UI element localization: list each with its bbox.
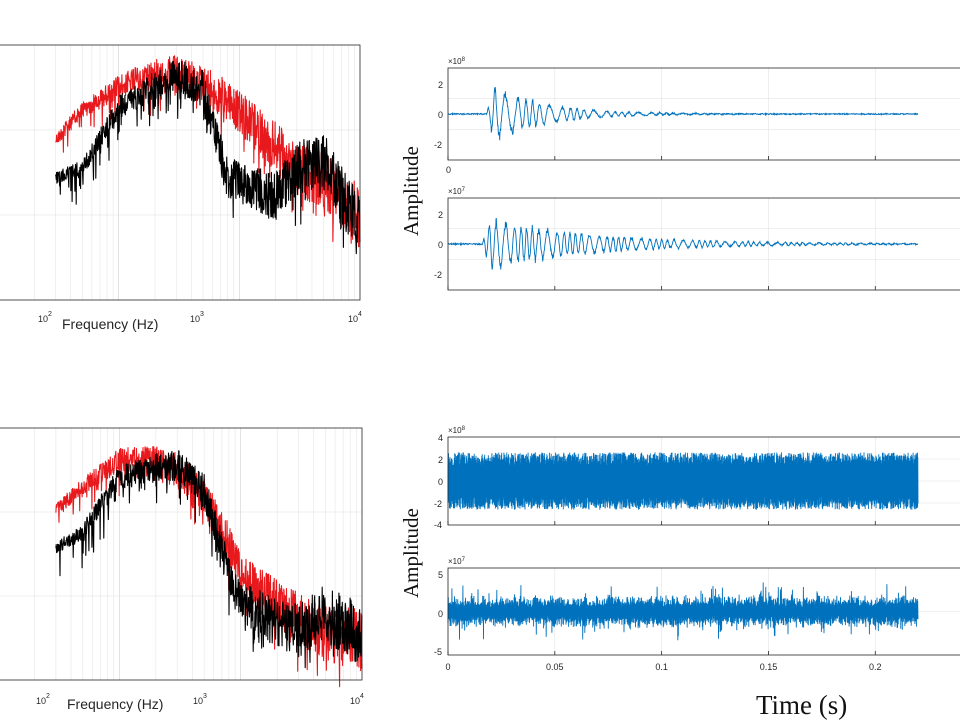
signal-bottom-2-multiplier: ×107: [448, 557, 466, 566]
signal-bottom-1-ytick-2: 2: [438, 455, 443, 465]
signal-bottom-1-ytick-4: -2: [434, 499, 442, 509]
signal-bottom-2-ytick-2: 0: [438, 609, 443, 619]
signal-top-2-trace: [447, 217, 919, 270]
amplitude-top-label: Amplitude: [399, 146, 423, 236]
signal-top-2-multiplier: ×107: [448, 187, 466, 196]
signal-top-1-ytick-2: 0: [438, 110, 443, 120]
signal-top-1-trace: [447, 87, 919, 141]
spectrum-top-xtick-2: 103: [190, 311, 204, 324]
spectrum-bottom-series-red: [55, 446, 363, 688]
spectrum-top-traces: [55, 55, 361, 255]
spectrum-bottom-panel: 102 103 104 Frequency (Hz): [0, 427, 364, 712]
spectrum-bottom-series-black: [55, 450, 363, 669]
signals-top-panel: Amplitude ×108 2 0 -2 0 ×107 2 0 -2: [399, 57, 960, 291]
spectrum-bottom-traces: [55, 446, 363, 688]
signal-bottom-2-xtick-label: 0: [445, 662, 450, 672]
spectrum-top-panel: 102 103 104 Frequency (Hz): [0, 44, 362, 332]
signal-bottom-2-xtick-label: 0.05: [546, 662, 564, 672]
spectrum-bottom-frame: [0, 427, 363, 681]
signal-top-1-xtick-1: 0: [446, 165, 451, 175]
signal-bottom-1-frame: [447, 436, 960, 526]
signal-top-2-ytick-3: -2: [434, 270, 442, 280]
spectrum-top-xtick-1: 102: [38, 311, 52, 324]
spectrum-top-xlabel: Frequency (Hz): [62, 316, 158, 332]
amplitude-bottom-label: Amplitude: [399, 508, 423, 598]
signal-top-1-ytick-1: 2: [438, 80, 443, 90]
signal-top-2-frame: [447, 197, 960, 291]
signal-bottom-2-trace: [447, 582, 919, 641]
signal-bottom-2-ytick-1: 5: [438, 570, 443, 580]
signal-top-1-multiplier: ×108: [448, 57, 466, 66]
signal-top-1-frame: [447, 67, 960, 161]
signal-bottom-1-ytick-5: -4: [434, 520, 442, 530]
signal-bottom-2-xtick-label: 0.2: [869, 662, 882, 672]
spectrum-top-series-black: [55, 60, 361, 255]
signal-bottom-2-xticks: 0 0.05 0.1 0.15 0.2: [445, 662, 881, 672]
signal-bottom-2-frame: [447, 567, 960, 656]
signal-bottom-1-trace: [447, 452, 919, 510]
signal-bottom-1-multiplier: ×108: [448, 426, 466, 435]
signal-bottom-2-xtick-label: 0.15: [760, 662, 778, 672]
spectrum-top-frame: [0, 44, 361, 301]
spectrum-bottom-xlabel: Frequency (Hz): [67, 696, 163, 712]
spectrum-top-series-red: [55, 55, 361, 248]
signal-top-2-ytick-2: 0: [438, 240, 443, 250]
spectrum-bottom-xtick-2: 103: [193, 693, 207, 706]
signal-bottom-2-ytick-3: -5: [434, 647, 442, 657]
spectrum-bottom-xtick-1: 102: [36, 693, 50, 706]
signal-bottom-2-xtick-label: 0.1: [655, 662, 668, 672]
signals-bottom-panel: Amplitude ×108 4 2 0 -2 -4 ×107 5 0 -5 0…: [399, 426, 960, 720]
signal-top-1-ytick-3: -2: [434, 140, 442, 150]
signal-bottom-1-ytick-1: 4: [438, 433, 443, 443]
spectrum-bottom-xtick-3: 104: [350, 693, 364, 706]
spectrum-top-xtick-3: 104: [348, 311, 362, 324]
signal-top-2-ytick-1: 2: [438, 210, 443, 220]
signal-bottom-1-ytick-3: 0: [438, 477, 443, 487]
time-axis-label: Time (s): [756, 690, 847, 720]
